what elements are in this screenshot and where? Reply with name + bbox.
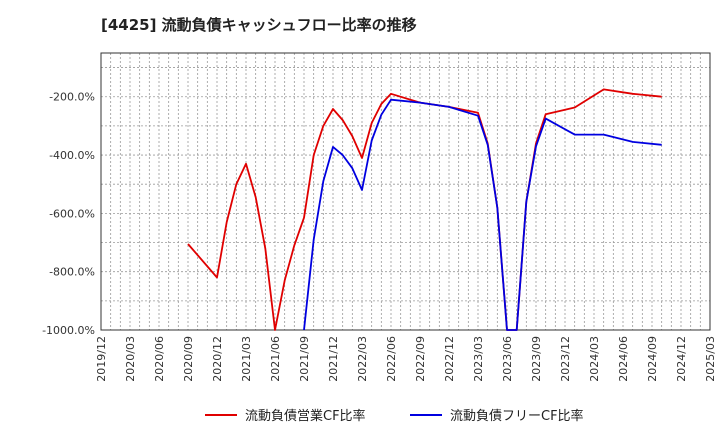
plot-frame (100, 52, 711, 331)
y-tick-label: -1000.0% (42, 324, 95, 337)
x-tick-label: 2020/12 (211, 336, 224, 382)
x-tick-label: 2022/03 (356, 336, 369, 382)
x-tick-label: 2021/06 (269, 336, 282, 382)
chart-title: [4425] 流動負債キャッシュフロー比率の推移 (101, 16, 417, 34)
y-axis: -200.0% -400.0% -600.0% -800.0% -1000.0% (42, 91, 95, 337)
x-tick-label: 2020/03 (124, 336, 137, 382)
x-tick-label: 2023/03 (472, 336, 485, 382)
y-tick-label: -400.0% (49, 149, 95, 162)
free-cf-ratio-line (303, 98, 662, 331)
x-tick-label: 2021/03 (240, 336, 253, 382)
x-tick-label: 2021/09 (298, 336, 311, 382)
x-tick-label: 2024/03 (588, 336, 601, 382)
x-tick-label: 2024/06 (617, 336, 630, 382)
grid (101, 53, 710, 330)
x-tick-label: 2023/09 (530, 336, 543, 382)
x-tick-label: 2023/06 (501, 336, 514, 382)
x-tick-label: 2024/09 (646, 336, 659, 382)
x-tick-label: 2022/12 (443, 336, 456, 382)
x-tick-label: 2022/09 (414, 336, 427, 382)
x-tick-label: 2020/09 (182, 336, 195, 382)
y-tick-label: -800.0% (49, 266, 95, 279)
x-tick-label: 2021/12 (327, 336, 340, 382)
operating-cf-ratio-line (187, 88, 662, 331)
x-tick-label: 2022/06 (385, 336, 398, 382)
x-tick-label: 2023/12 (559, 336, 572, 382)
legend: 流動負債営業CF比率 流動負債フリーCF比率 (205, 408, 584, 424)
x-tick-label: 2024/12 (675, 336, 688, 382)
x-tick-label: 2019/12 (95, 336, 108, 382)
y-tick-label: -600.0% (49, 207, 95, 220)
legend-label: 流動負債営業CF比率 (245, 408, 366, 424)
x-tick-label: 2020/06 (153, 336, 166, 382)
legend-label: 流動負債フリーCF比率 (450, 408, 584, 424)
x-tick-label: 2025/03 (704, 336, 717, 382)
series-lines (187, 88, 662, 331)
x-axis: 2019/12 2020/03 2020/06 2020/09 2020/12 2021/… (95, 336, 717, 382)
y-tick-label: -200.0% (49, 91, 95, 104)
